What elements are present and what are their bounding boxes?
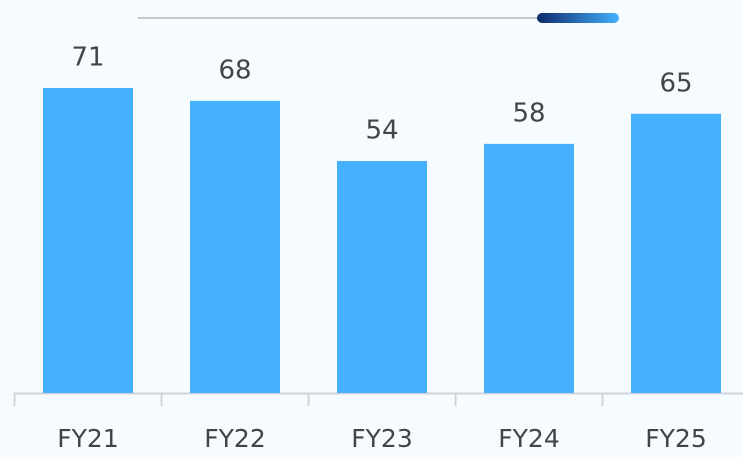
bar	[484, 143, 574, 393]
title-accent	[537, 13, 619, 23]
x-tick-label: FY24	[498, 424, 559, 453]
bar	[631, 113, 721, 394]
x-tick-label: FY21	[57, 424, 118, 453]
value-label: 71	[71, 43, 104, 73]
x-tick-label: FY25	[645, 424, 706, 453]
x-tick-label: FY22	[204, 424, 265, 453]
bar	[190, 100, 280, 393]
value-label: 68	[218, 55, 251, 85]
value-label: 58	[512, 98, 545, 128]
value-label: 65	[659, 68, 692, 98]
value-label: 54	[365, 116, 398, 146]
bar	[337, 161, 427, 393]
bar	[43, 88, 133, 393]
x-tick-label: FY23	[351, 424, 412, 453]
